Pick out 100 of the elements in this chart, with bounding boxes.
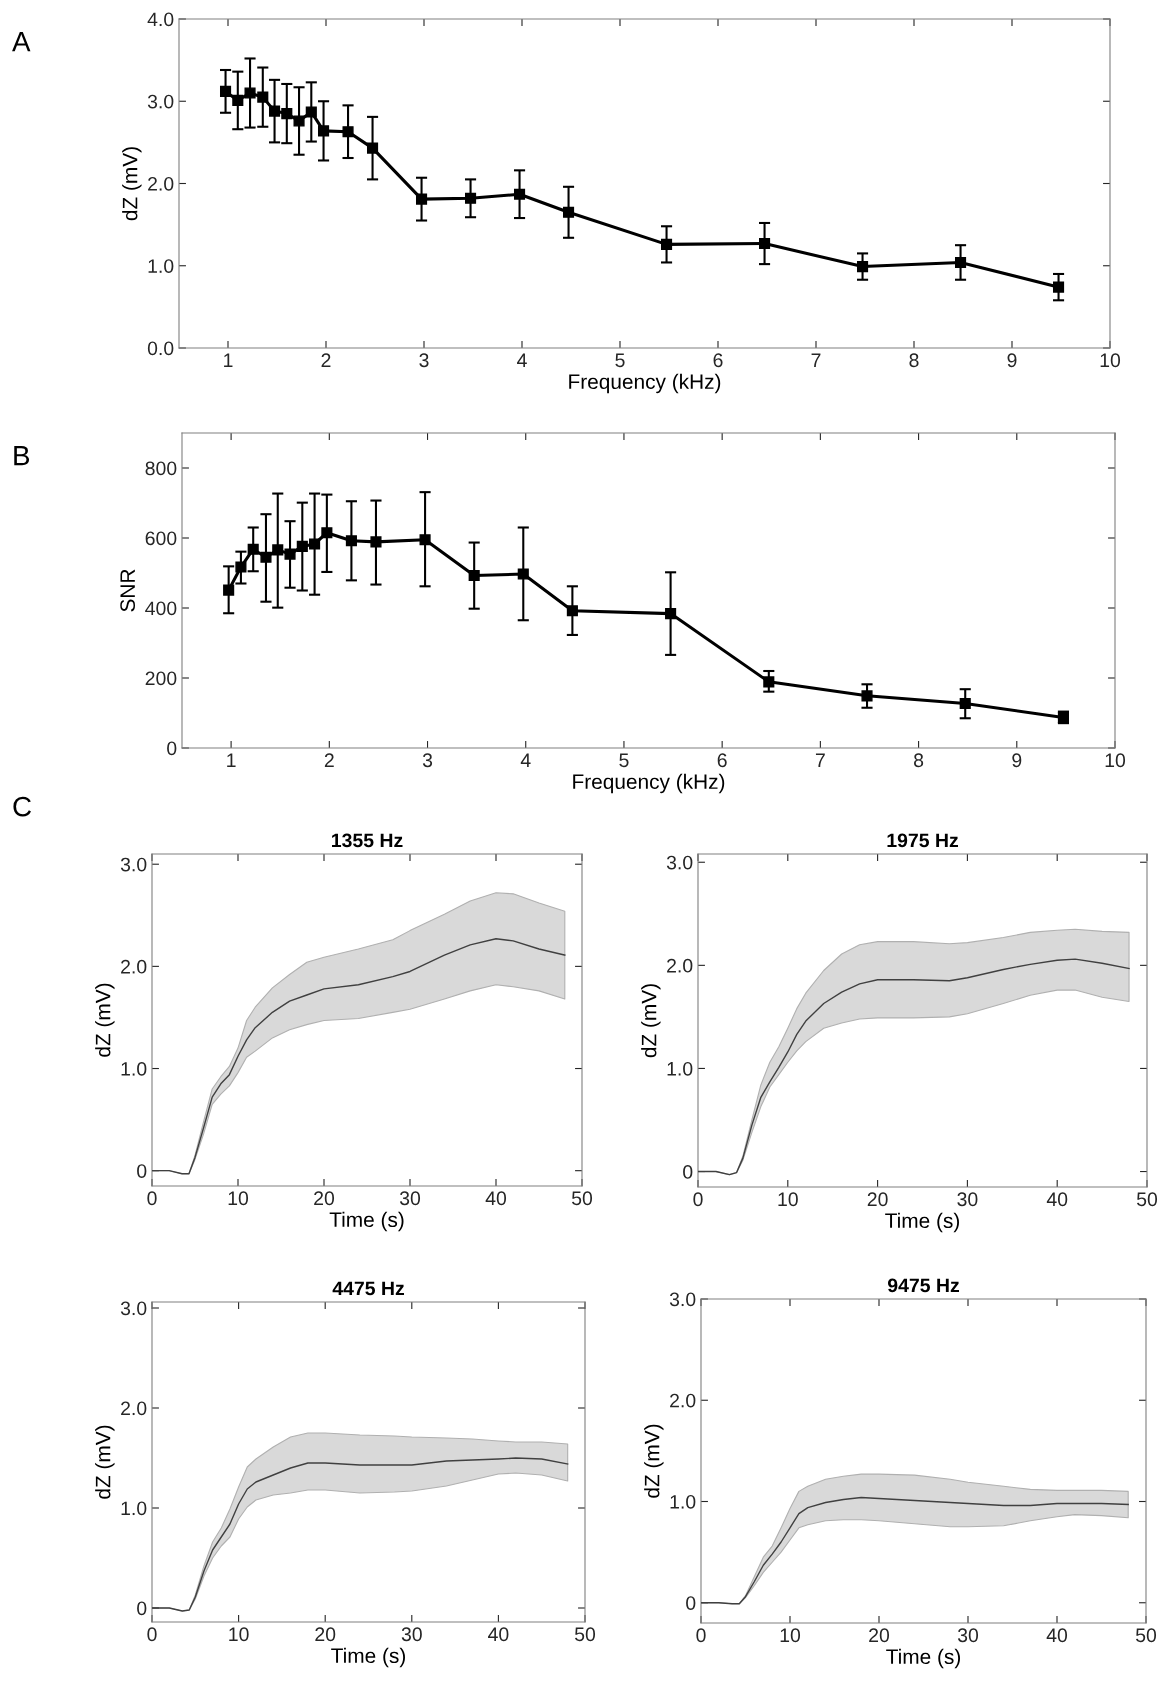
x-tick-label: 30 bbox=[399, 1191, 421, 1206]
y-axis-title: SNR bbox=[120, 569, 136, 612]
y-tick-label: 0 bbox=[137, 1164, 147, 1178]
point bbox=[293, 115, 305, 127]
x-tick-label: 40 bbox=[485, 1191, 507, 1206]
chart-title: 1355 Hz bbox=[332, 833, 403, 848]
point bbox=[419, 534, 431, 546]
text: A bbox=[12, 32, 31, 52]
point bbox=[223, 584, 235, 596]
point bbox=[305, 106, 317, 118]
x-tick-label: 30 bbox=[957, 1192, 978, 1207]
x-tick-label: 10 bbox=[228, 1191, 249, 1206]
point bbox=[342, 126, 354, 138]
x-axis-title: Time (s) bbox=[886, 1648, 961, 1669]
x-tick-label: 3 bbox=[422, 753, 433, 768]
y-axis-title: dZ (mV) bbox=[122, 147, 142, 221]
point bbox=[1052, 281, 1065, 293]
point bbox=[370, 536, 382, 548]
x-tick-label: 2 bbox=[321, 353, 331, 367]
point bbox=[763, 676, 775, 688]
x-tick-label: 9 bbox=[1007, 353, 1017, 368]
y-tick-label: 1.0 bbox=[670, 1494, 696, 1509]
x-tick-label: 7 bbox=[811, 353, 821, 367]
x-tick-label: 50 bbox=[1136, 1192, 1158, 1207]
y-axis-title: dZ (mV) bbox=[644, 1424, 664, 1498]
x-tick-label: 20 bbox=[314, 1191, 335, 1206]
x-tick-label: 10 bbox=[778, 1192, 798, 1207]
y-axis-title: dZ (mV) bbox=[95, 983, 115, 1057]
y-tick-label: 4.0 bbox=[147, 12, 174, 27]
line-series bbox=[152, 938, 566, 1175]
point bbox=[468, 569, 480, 582]
x-tick-label: 20 bbox=[869, 1628, 890, 1643]
point bbox=[959, 697, 971, 710]
x-tick-label: 8 bbox=[914, 753, 924, 768]
x-tick-label: 10 bbox=[1100, 353, 1121, 368]
point bbox=[856, 261, 869, 273]
x-tick-label: 3 bbox=[419, 353, 429, 368]
y-tick-label: 3.0 bbox=[666, 855, 693, 870]
point bbox=[232, 94, 244, 106]
x-tick-label: 5 bbox=[619, 753, 629, 768]
y-tick-label: 600 bbox=[145, 531, 177, 546]
point bbox=[954, 256, 967, 269]
x-tick-label: 50 bbox=[574, 1627, 596, 1642]
y-tick-label: 0 bbox=[686, 1596, 696, 1610]
point bbox=[281, 108, 293, 120]
text: B bbox=[14, 446, 30, 466]
x-tick-label: 50 bbox=[571, 1191, 593, 1206]
point bbox=[257, 91, 269, 103]
point bbox=[345, 535, 357, 547]
point bbox=[660, 238, 673, 250]
x-tick-label: 8 bbox=[909, 353, 919, 368]
y-tick-label: 800 bbox=[145, 461, 177, 476]
point bbox=[665, 608, 677, 620]
x-axis-title: Time (s) bbox=[329, 1211, 404, 1232]
point bbox=[219, 85, 232, 97]
y-tick-label: 3.0 bbox=[120, 857, 147, 872]
x-axis-title: Frequency (kHz) bbox=[573, 773, 725, 794]
x-tick-label: 5 bbox=[615, 353, 625, 368]
y-tick-label: 3.0 bbox=[120, 1301, 147, 1316]
x-tick-label: 4 bbox=[520, 753, 531, 767]
x-tick-label: 40 bbox=[488, 1627, 509, 1642]
text: C bbox=[13, 796, 31, 817]
x-tick-label: 6 bbox=[717, 753, 727, 768]
y-tick-label: 3.0 bbox=[147, 94, 174, 109]
point bbox=[464, 192, 477, 204]
point bbox=[235, 561, 247, 573]
point bbox=[284, 548, 296, 560]
point bbox=[562, 206, 575, 218]
y-tick-label: 1.0 bbox=[121, 1061, 147, 1076]
point bbox=[247, 543, 259, 555]
line-series bbox=[701, 1496, 1129, 1605]
x-tick-label: 40 bbox=[1046, 1628, 1068, 1643]
x-tick-label: 50 bbox=[1135, 1628, 1157, 1643]
y-tick-label: 2.0 bbox=[667, 958, 693, 973]
x-tick-label: 9 bbox=[1012, 753, 1022, 768]
y-tick-label: 2.0 bbox=[148, 176, 174, 191]
point bbox=[260, 551, 272, 563]
y-axis-title: dZ (mV) bbox=[95, 1425, 115, 1499]
x-tick-label: 2 bbox=[324, 753, 334, 767]
x-axis-title: Time (s) bbox=[885, 1212, 960, 1233]
y-tick-label: 3.0 bbox=[669, 1292, 696, 1307]
x-axis-title: Time (s) bbox=[331, 1647, 406, 1668]
y-tick-label: 1.0 bbox=[667, 1061, 693, 1076]
point bbox=[321, 527, 333, 539]
point bbox=[268, 105, 281, 117]
point bbox=[758, 237, 771, 250]
x-tick-label: 10 bbox=[229, 1627, 249, 1642]
point bbox=[244, 87, 256, 99]
x-axis-title: Frequency (kHz) bbox=[569, 373, 721, 394]
x-tick-label: 10 bbox=[780, 1628, 801, 1643]
y-tick-label: 2.0 bbox=[121, 959, 147, 974]
y-tick-label: 0 bbox=[167, 741, 177, 756]
point bbox=[296, 540, 308, 552]
x-tick-label: 20 bbox=[867, 1192, 888, 1207]
point bbox=[317, 125, 330, 137]
y-axis-title: dZ (mV) bbox=[641, 984, 661, 1058]
y-tick-label: 2.0 bbox=[670, 1393, 696, 1408]
x-tick-label: 30 bbox=[957, 1628, 979, 1643]
chart-title: 1975 Hz bbox=[887, 833, 959, 848]
x-tick-label: 40 bbox=[1046, 1192, 1068, 1207]
